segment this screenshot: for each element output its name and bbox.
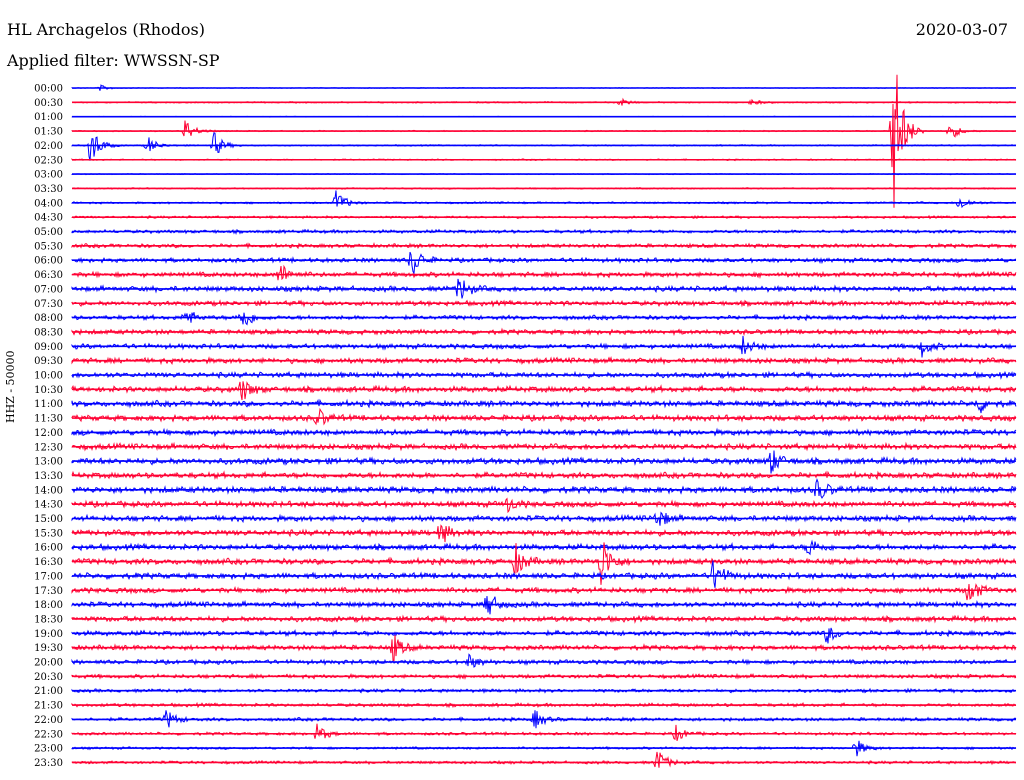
row-time-label: 08:00 xyxy=(34,313,63,324)
row-time-label: 15:30 xyxy=(34,528,63,539)
row-time-label: 13:30 xyxy=(34,471,63,482)
row-time-label: 10:00 xyxy=(34,371,63,382)
station-title: HL Archagelos (Rhodos) xyxy=(7,20,205,39)
trace-row xyxy=(71,653,1017,668)
row-time-label: 21:00 xyxy=(34,686,63,697)
row-time-label: 09:00 xyxy=(34,342,63,353)
row-time-label: 16:30 xyxy=(34,557,63,568)
trace-row xyxy=(71,627,1017,644)
row-time-label: 03:30 xyxy=(34,184,63,195)
row-time-label: 09:30 xyxy=(34,356,63,367)
row-time-label: 07:30 xyxy=(34,299,63,310)
row-time-label: 22:30 xyxy=(34,729,63,740)
trace-row xyxy=(71,478,1017,499)
row-time-label: 02:00 xyxy=(34,141,63,152)
trace-row xyxy=(71,381,1017,401)
trace-row xyxy=(71,407,1017,426)
row-time-label: 12:30 xyxy=(34,442,63,453)
row-time-label: 16:00 xyxy=(34,543,63,554)
row-time-label: 05:30 xyxy=(34,241,63,252)
row-time-label: 01:30 xyxy=(34,127,63,138)
row-time-label: 01:00 xyxy=(34,112,63,123)
trace-row xyxy=(71,251,1017,275)
row-time-label: 07:00 xyxy=(34,284,63,295)
row-time-label: 20:30 xyxy=(34,672,63,683)
row-time-label: 08:30 xyxy=(34,327,63,338)
row-time-label: 11:30 xyxy=(34,414,63,425)
trace-row xyxy=(71,132,1017,161)
row-time-label: 05:00 xyxy=(34,227,63,238)
row-time-label: 02:30 xyxy=(34,155,63,166)
trace-row xyxy=(71,524,1017,543)
filter-subtitle: Applied filter: WWSSN-SP xyxy=(7,51,220,70)
row-time-label: 17:00 xyxy=(34,571,63,582)
row-time-label: 18:30 xyxy=(34,614,63,625)
row-time-label: 06:30 xyxy=(34,270,63,281)
row-time-label: 15:00 xyxy=(34,514,63,525)
trace-row xyxy=(71,583,1017,601)
row-time-label: 00:00 xyxy=(34,84,63,95)
trace-group xyxy=(71,74,1017,768)
trace-row xyxy=(71,723,1017,742)
trace-row xyxy=(71,560,1017,588)
row-time-label: 20:00 xyxy=(34,658,63,669)
row-time-label: 13:00 xyxy=(34,457,63,468)
row-time-label: 10:30 xyxy=(34,385,63,396)
date-label: 2020-03-07 xyxy=(915,20,1008,39)
row-time-label: 06:00 xyxy=(34,256,63,267)
row-time-label: 14:00 xyxy=(34,485,63,496)
trace-row xyxy=(71,751,1016,768)
row-time-label: 19:00 xyxy=(34,629,63,640)
row-time-label: 18:00 xyxy=(34,600,63,611)
row-time-label: 04:30 xyxy=(34,213,63,224)
trace-row xyxy=(71,497,1017,514)
row-time-label: 14:30 xyxy=(34,500,63,511)
row-time-label: 23:00 xyxy=(34,744,63,755)
row-time-label: 12:00 xyxy=(34,428,63,439)
trace-row xyxy=(71,450,1017,474)
row-time-label: 03:00 xyxy=(34,170,63,181)
row-time-label: 17:30 xyxy=(34,586,63,597)
trace-row xyxy=(71,264,1017,281)
tick-label-group: 00:00 00:30 01:00 01:30 02:00 02:30 03:00 03:30… xyxy=(34,84,63,769)
row-time-label: 04:00 xyxy=(34,198,63,209)
row-time-label: 22:00 xyxy=(34,715,63,726)
row-time-label: 00:30 xyxy=(34,98,63,109)
trace-row xyxy=(71,190,1017,209)
row-time-label: 23:30 xyxy=(34,758,63,769)
row-time-label: 19:30 xyxy=(34,643,63,654)
trace-row xyxy=(71,398,1017,414)
row-time-label: 11:00 xyxy=(34,399,63,410)
row-time-label: 21:30 xyxy=(34,701,63,712)
